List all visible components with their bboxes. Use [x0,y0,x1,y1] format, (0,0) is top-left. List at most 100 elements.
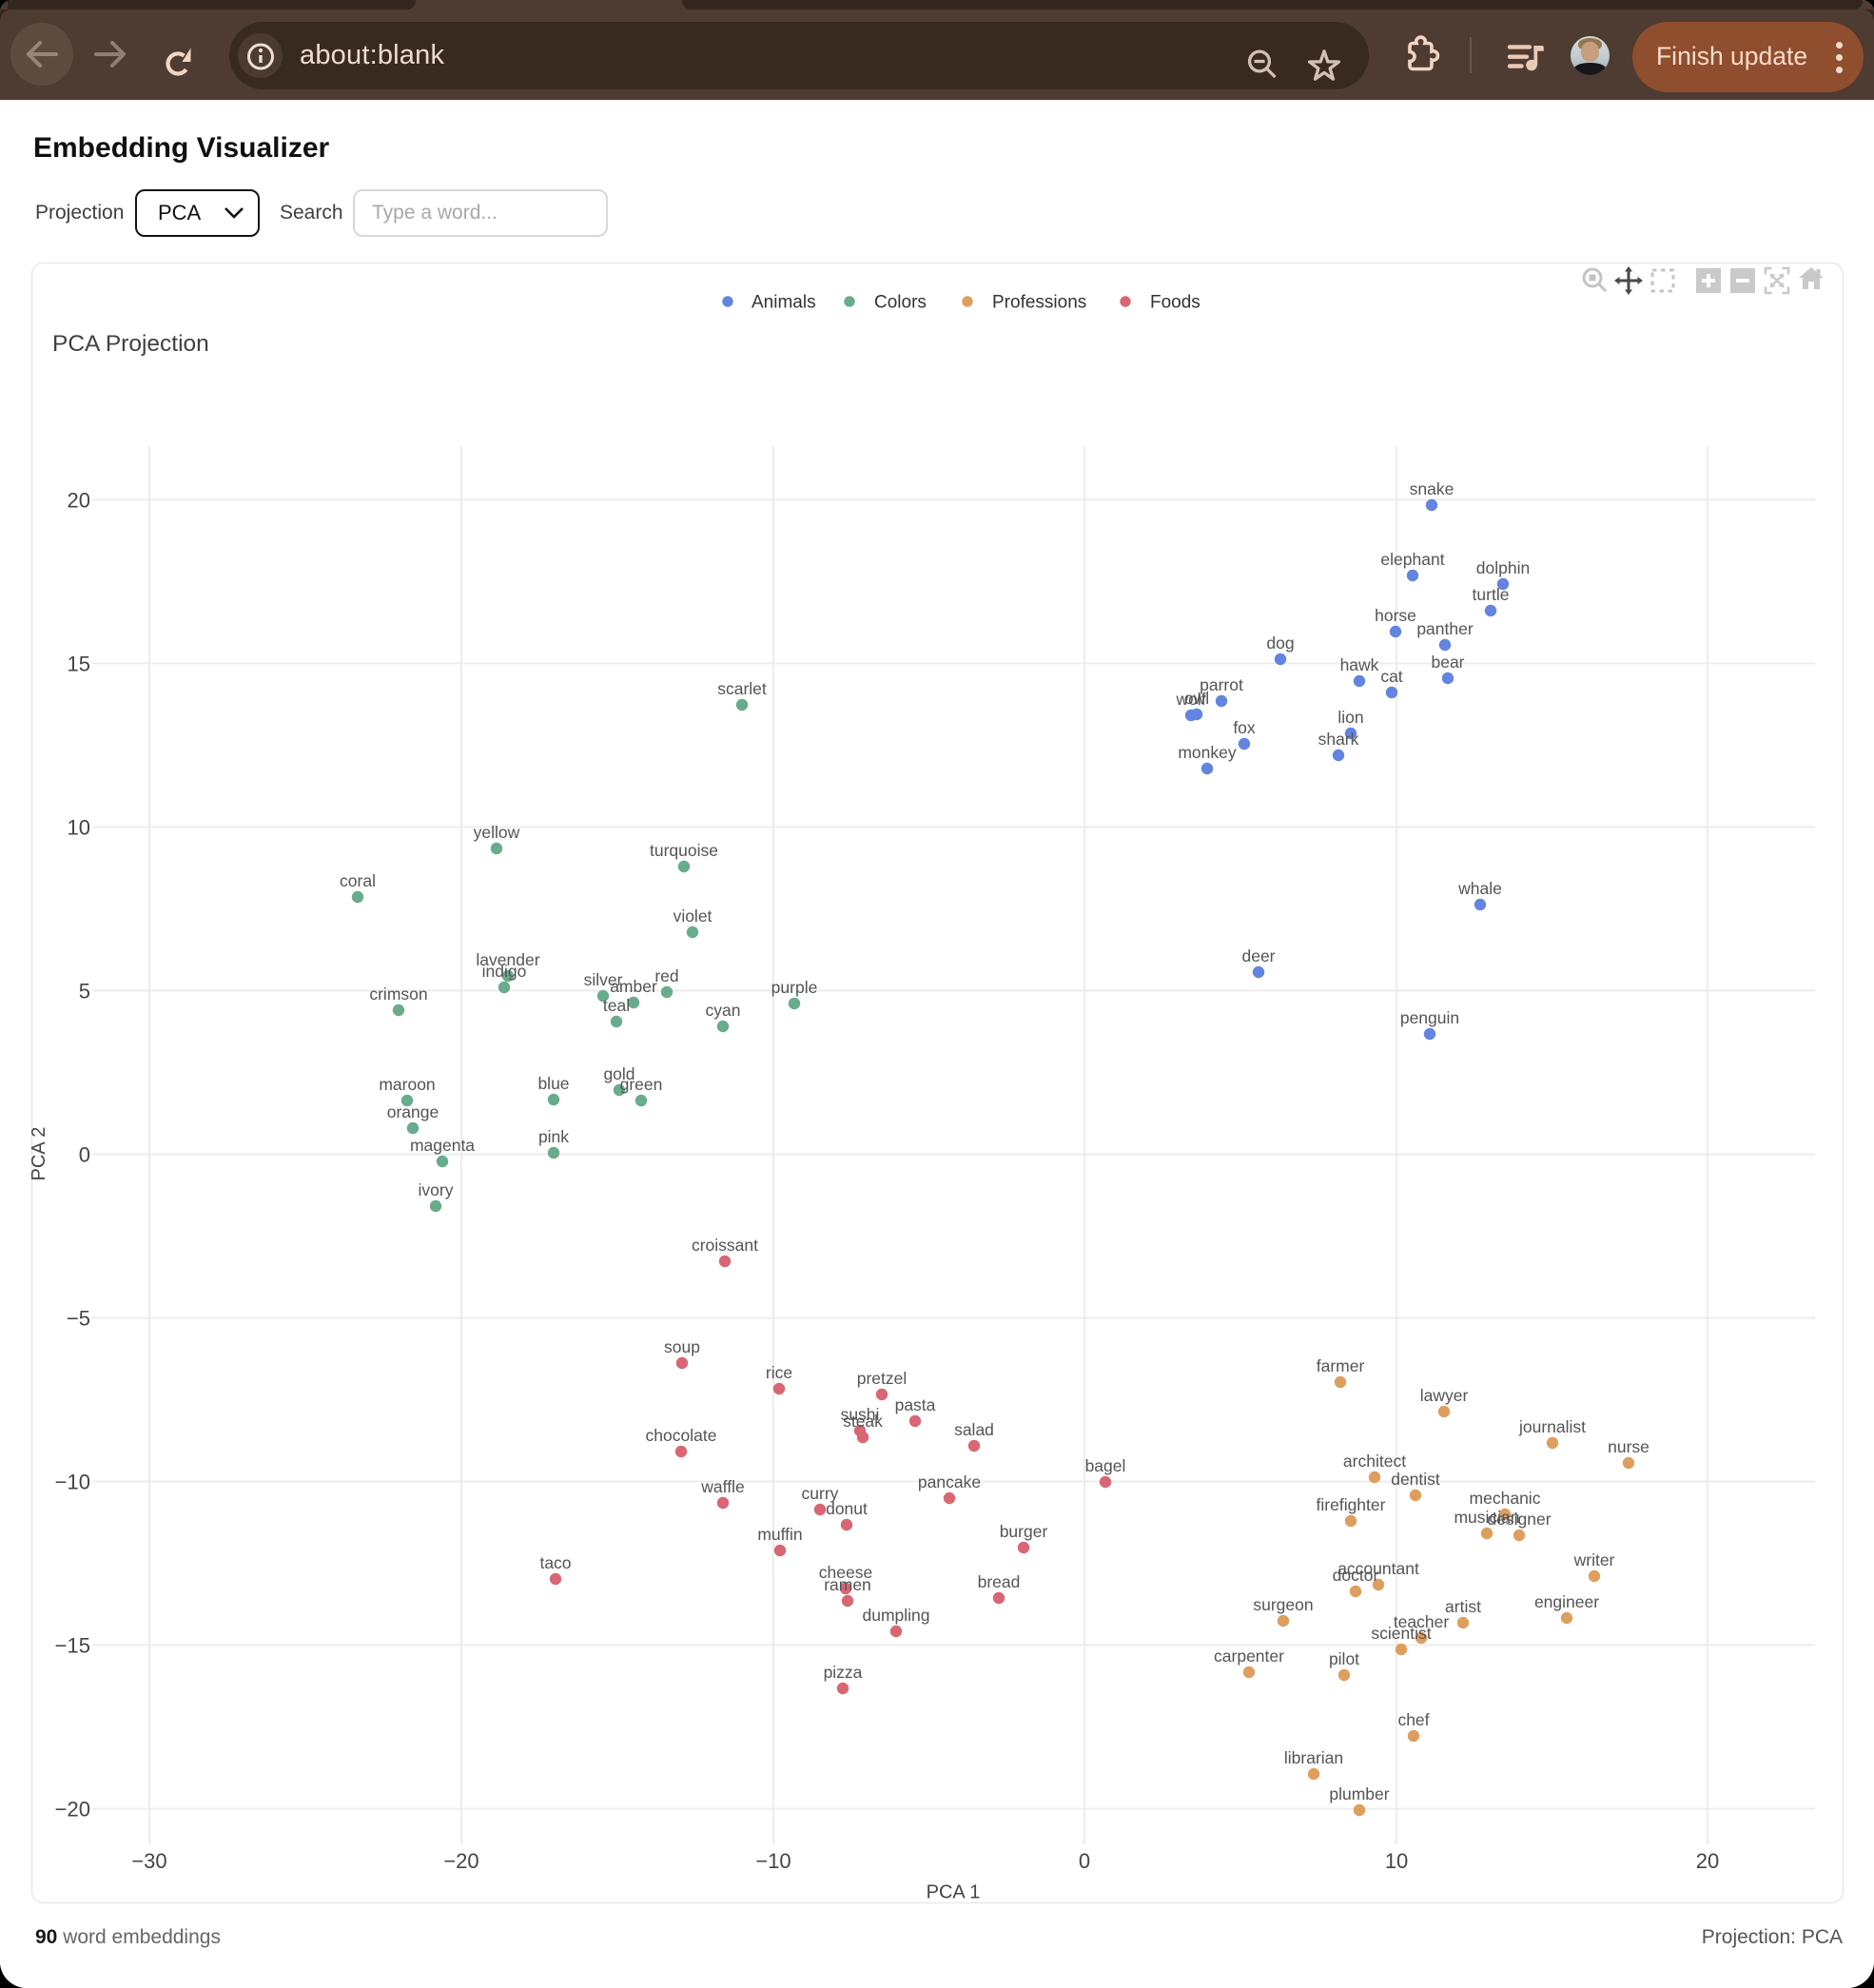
svg-text:curry: curry [802,1484,839,1503]
svg-text:salad: salad [954,1420,994,1439]
svg-text:parrot: parrot [1200,675,1243,694]
svg-text:engineer: engineer [1534,1592,1599,1611]
svg-text:−15: −15 [55,1634,90,1658]
svg-text:musician: musician [1454,1508,1519,1527]
svg-text:turquoise: turquoise [650,841,718,860]
svg-text:shark: shark [1318,730,1359,749]
svg-text:Colors: Colors [874,293,927,313]
svg-text:red: red [654,966,678,985]
svg-text:orange: orange [387,1102,439,1121]
svg-text:scientist: scientist [1371,1624,1431,1643]
svg-text:monkey: monkey [1178,743,1237,762]
svg-text:indigo: indigo [482,962,527,981]
svg-text:ramen: ramen [824,1575,871,1594]
svg-text:plumber: plumber [1329,1784,1389,1803]
svg-text:rice: rice [766,1363,792,1382]
svg-text:penguin: penguin [1400,1008,1459,1027]
svg-text:surgeon: surgeon [1253,1595,1313,1614]
svg-text:doctor: doctor [1333,1566,1379,1585]
svg-text:maroon: maroon [379,1075,435,1094]
svg-text:blue: blue [537,1074,569,1093]
svg-text:lion: lion [1337,708,1363,727]
svg-text:pancake: pancake [918,1472,981,1491]
svg-text:soup: soup [664,1337,700,1356]
svg-text:−20: −20 [55,1798,90,1822]
svg-text:elephant: elephant [1380,550,1444,569]
svg-text:farmer: farmer [1317,1356,1365,1375]
svg-text:ivory: ivory [419,1180,454,1199]
svg-text:yellow: yellow [474,823,520,842]
svg-text:cat: cat [1380,667,1402,686]
svg-text:0: 0 [1079,1849,1090,1873]
svg-text:silver: silver [584,970,623,989]
svg-text:−20: −20 [443,1849,478,1873]
svg-text:taco: taco [539,1553,571,1572]
svg-text:artist: artist [1445,1597,1481,1616]
svg-text:pretzel: pretzel [857,1369,908,1388]
svg-text:designer: designer [1487,1510,1551,1529]
svg-text:pasta: pasta [895,1395,936,1414]
svg-text:crimson: crimson [369,984,427,1004]
svg-text:writer: writer [1573,1550,1615,1569]
svg-text:PCA 1: PCA 1 [927,1882,981,1903]
svg-text:bread: bread [978,1572,1021,1591]
svg-text:fox: fox [1233,718,1256,737]
svg-text:20: 20 [68,488,90,512]
svg-text:deer: deer [1241,946,1275,965]
svg-text:bear: bear [1431,653,1464,672]
svg-text:coral: coral [340,871,376,890]
svg-text:green: green [620,1075,663,1094]
svg-text:owl: owl [1184,689,1209,708]
svg-text:turtle: turtle [1473,585,1510,604]
svg-text:chocolate: chocolate [646,1426,717,1445]
svg-text:lawyer: lawyer [1420,1386,1469,1405]
svg-text:gold: gold [603,1064,634,1083]
svg-text:cyan: cyan [706,1001,741,1020]
svg-text:amber: amber [610,977,657,996]
svg-text:−10: −10 [755,1849,791,1873]
svg-text:−5: −5 [67,1307,90,1331]
svg-text:violet: violet [673,906,713,926]
svg-text:cheese: cheese [819,1563,872,1582]
svg-text:scarlet: scarlet [717,679,767,698]
svg-text:librarian: librarian [1284,1748,1343,1767]
svg-text:dentist: dentist [1391,1470,1440,1489]
svg-text:waffle: waffle [700,1477,744,1496]
svg-text:dumpling: dumpling [862,1606,929,1625]
svg-text:15: 15 [68,652,90,675]
svg-text:steak: steak [843,1412,883,1431]
svg-text:nurse: nurse [1608,1437,1650,1456]
svg-text:10: 10 [68,815,90,839]
svg-text:−30: −30 [131,1849,166,1873]
svg-text:journalist: journalist [1518,1417,1586,1436]
svg-text:carpenter: carpenter [1214,1647,1284,1666]
svg-text:pink: pink [538,1127,569,1146]
svg-text:firefighter: firefighter [1317,1495,1386,1514]
svg-text:snake: snake [1410,479,1454,498]
svg-text:20: 20 [1696,1849,1719,1873]
svg-text:panther: panther [1416,619,1474,638]
svg-text:horse: horse [1375,606,1416,625]
svg-text:croissant: croissant [692,1236,758,1255]
svg-text:purple: purple [771,978,818,997]
svg-text:teal: teal [603,996,630,1015]
svg-text:whale: whale [1457,879,1502,898]
svg-text:5: 5 [79,979,90,1003]
svg-text:accountant: accountant [1337,1559,1419,1578]
svg-text:teacher: teacher [1394,1612,1450,1631]
svg-text:muffin: muffin [757,1525,802,1544]
svg-text:burger: burger [1000,1522,1048,1541]
svg-text:pilot: pilot [1329,1649,1359,1668]
svg-text:mechanic: mechanic [1470,1489,1541,1508]
svg-text:wolf: wolf [1175,690,1205,709]
svg-text:donut: donut [826,1499,868,1518]
svg-text:dog: dog [1266,633,1294,653]
svg-text:PCA 2: PCA 2 [29,1127,49,1181]
svg-text:0: 0 [79,1143,90,1167]
svg-text:hawk: hawk [1340,655,1379,674]
svg-text:bagel: bagel [1085,1456,1126,1475]
svg-text:Foods: Foods [1150,293,1201,313]
svg-text:magenta: magenta [410,1136,475,1155]
svg-text:architect: architect [1343,1452,1406,1471]
svg-text:pizza: pizza [824,1663,863,1682]
